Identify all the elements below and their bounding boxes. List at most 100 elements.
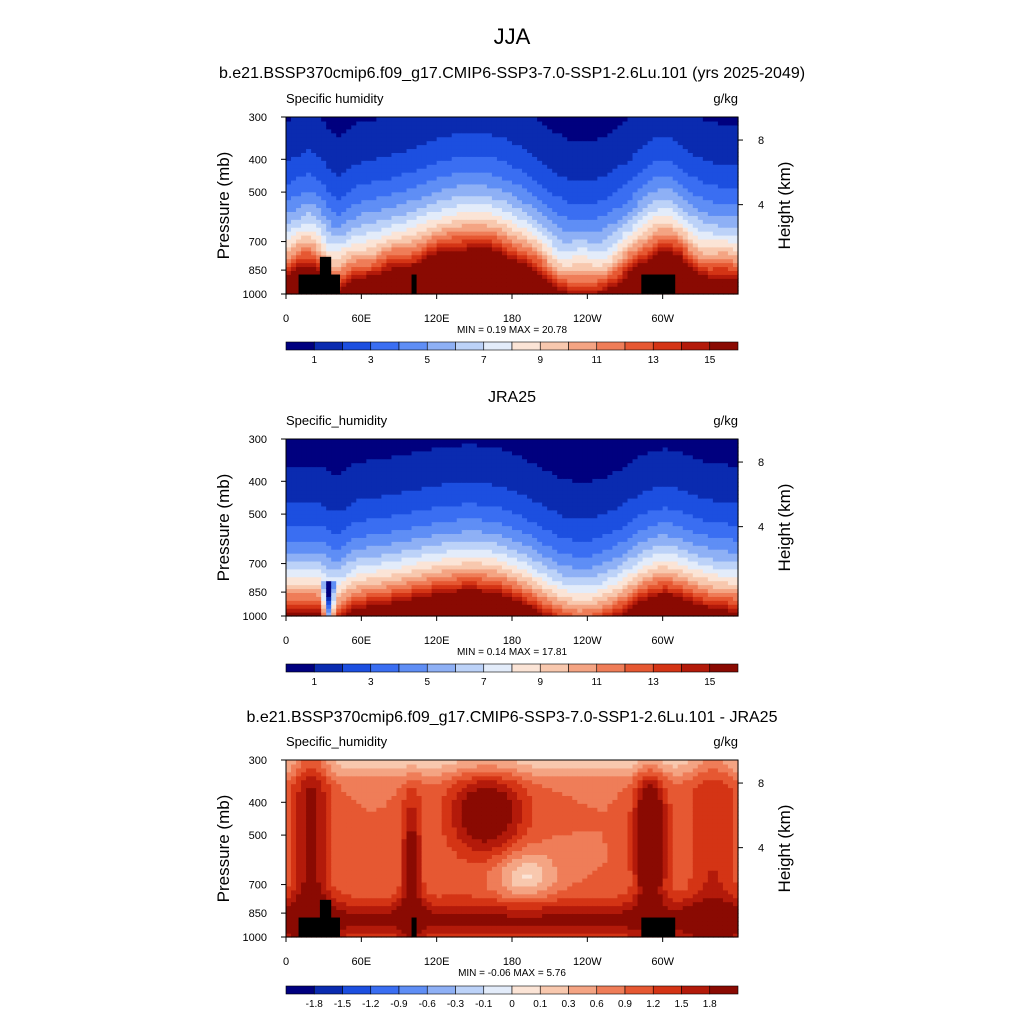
field-cell bbox=[562, 164, 568, 169]
field-cell bbox=[717, 140, 724, 146]
field-cell bbox=[396, 132, 403, 138]
field-cell bbox=[376, 278, 383, 283]
field-cell bbox=[341, 486, 347, 491]
field-cell bbox=[331, 505, 337, 511]
field-cell bbox=[732, 195, 739, 201]
field-cell bbox=[331, 124, 337, 130]
field-cell bbox=[286, 537, 292, 542]
field-cell bbox=[662, 117, 669, 122]
field-cell bbox=[396, 270, 403, 275]
field-cell bbox=[687, 156, 694, 161]
field-cell bbox=[316, 612, 322, 617]
field-cell bbox=[396, 242, 403, 248]
field-cell bbox=[527, 262, 533, 268]
field-cell bbox=[376, 442, 383, 448]
field-cell bbox=[356, 494, 362, 499]
field-cell bbox=[682, 262, 689, 268]
field-cell bbox=[692, 203, 699, 209]
field-cell bbox=[552, 152, 558, 157]
field-cell bbox=[672, 132, 679, 138]
field-cell bbox=[291, 446, 297, 452]
field-cell bbox=[607, 258, 614, 264]
field-cell bbox=[326, 450, 332, 456]
field-cell bbox=[346, 482, 352, 487]
field-cell bbox=[532, 250, 538, 256]
field-cell bbox=[481, 128, 488, 134]
field-cell bbox=[336, 179, 342, 185]
field-cell bbox=[532, 258, 538, 264]
field-cell bbox=[386, 187, 393, 193]
field-cell bbox=[732, 254, 739, 260]
field-cell bbox=[481, 160, 488, 165]
field-cell bbox=[336, 191, 342, 197]
field-cell bbox=[296, 608, 302, 613]
field-cell bbox=[306, 442, 312, 448]
field-cell bbox=[501, 117, 508, 122]
field-cell bbox=[411, 238, 418, 244]
field-cell bbox=[597, 242, 603, 248]
field-cell bbox=[677, 187, 684, 193]
field-cell bbox=[707, 124, 714, 130]
field-cell bbox=[421, 282, 428, 287]
field-cell bbox=[286, 596, 292, 601]
field-cell bbox=[652, 199, 659, 205]
field-cell bbox=[326, 521, 332, 527]
field-cell bbox=[461, 266, 468, 271]
field-cell bbox=[517, 231, 523, 236]
field-cell bbox=[311, 545, 317, 550]
field-cell bbox=[416, 148, 423, 153]
field-cell bbox=[441, 254, 448, 260]
field-cell bbox=[692, 128, 699, 134]
field-cell bbox=[431, 238, 438, 244]
field-cell bbox=[421, 179, 428, 185]
field-cell bbox=[371, 282, 377, 287]
field-cell bbox=[306, 227, 312, 232]
field-cell bbox=[466, 286, 473, 291]
field-cell bbox=[512, 148, 518, 153]
field-cell bbox=[567, 176, 573, 181]
field-cell bbox=[572, 179, 578, 185]
field-cell bbox=[351, 215, 357, 220]
field-cell bbox=[527, 140, 533, 146]
field-cell bbox=[366, 442, 372, 448]
field-cell bbox=[662, 215, 669, 220]
field-cell bbox=[687, 144, 694, 150]
field-cell bbox=[557, 235, 563, 240]
field-cell bbox=[476, 179, 483, 185]
colorbar-swatch bbox=[511, 341, 541, 351]
field-cell bbox=[391, 238, 398, 244]
field-cell bbox=[301, 604, 307, 609]
field-cell bbox=[451, 136, 458, 142]
field-cell bbox=[286, 592, 292, 597]
field-cell bbox=[682, 290, 689, 295]
field-cell bbox=[371, 207, 377, 212]
field-cell bbox=[296, 600, 302, 605]
field-cell bbox=[286, 148, 292, 153]
field-cell bbox=[346, 172, 352, 177]
field-cell bbox=[326, 246, 332, 252]
field-cell bbox=[587, 215, 593, 220]
field-cell bbox=[366, 462, 372, 468]
field-cell bbox=[476, 219, 483, 224]
field-cell bbox=[727, 144, 734, 150]
field-cell bbox=[496, 254, 503, 260]
field-cell bbox=[727, 246, 734, 252]
field-cell bbox=[692, 211, 699, 216]
field-cell bbox=[677, 219, 684, 224]
field-cell bbox=[647, 266, 654, 271]
field-cell bbox=[356, 564, 362, 570]
field-cell bbox=[677, 262, 684, 268]
field-cell bbox=[426, 160, 433, 165]
field-cell bbox=[602, 117, 609, 122]
field-cell bbox=[421, 128, 428, 134]
field-cell bbox=[471, 191, 478, 197]
field-cell bbox=[306, 458, 312, 464]
field-cell bbox=[321, 454, 327, 460]
field-cell bbox=[386, 132, 393, 138]
field-cell bbox=[532, 140, 538, 146]
field-cell bbox=[446, 290, 453, 295]
field-cell bbox=[587, 148, 593, 153]
field-cell bbox=[306, 215, 312, 220]
field-cell bbox=[376, 176, 383, 181]
field-cell bbox=[517, 156, 523, 161]
